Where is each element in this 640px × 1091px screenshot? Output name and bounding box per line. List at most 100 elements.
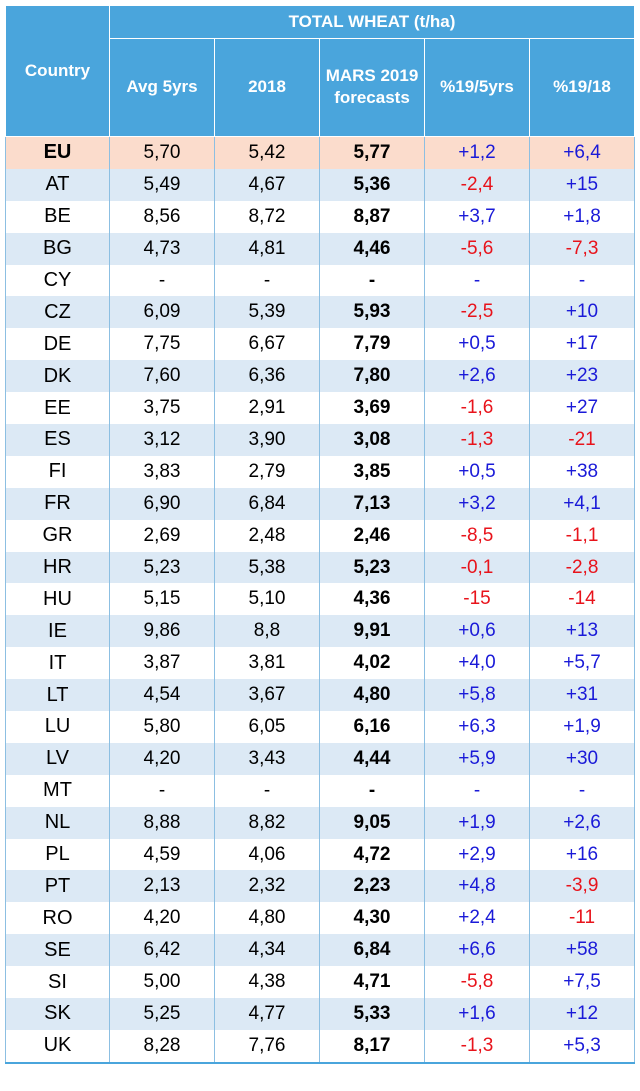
table-row: CY - - - - - [5,264,636,297]
country-cell: SE [5,934,110,967]
pct-vs-5yrs-cell: -5,8 [424,966,530,999]
table-row: SI 5,00 4,38 4,71 -5,8 +7,5 [5,966,636,999]
avg5yrs-cell: 8,28 [109,1029,215,1064]
y2018-cell: 6,36 [214,360,320,393]
pct-vs-2018-cell: +15 [528,168,636,201]
country-cell: GR [5,519,110,552]
table-row: RO 4,20 4,80 4,30 +2,4 -11 [5,902,636,935]
mars2019-cell: 4,30 [319,902,425,935]
mars2019-cell: 4,80 [319,679,425,712]
table-row: GR 2,69 2,48 2,46 -8,5 -1,1 [5,519,636,552]
avg5yrs-cell: 4,59 [109,838,215,871]
pct-vs-5yrs-cell: +2,4 [424,902,530,935]
pct-vs-2018-cell: +23 [528,360,636,393]
pct-vs-2018-cell: -3,9 [528,870,636,903]
avg5yrs-cell: 9,86 [109,615,215,648]
pct-vs-2018-cell: +27 [528,392,636,425]
table-row: ES 3,12 3,90 3,08 -1,3 -21 [5,424,636,456]
pct-vs-2018-cell: +6,4 [528,136,636,169]
avg5yrs-cell: 6,90 [109,487,215,520]
mars2019-cell: 5,33 [319,998,425,1030]
pct-vs-2018-cell: +38 [528,455,636,488]
country-cell: UK [5,1029,110,1064]
table-row: IE 9,86 8,8 9,91 +0,6 +13 [5,615,636,648]
mars2019-cell: 3,08 [319,424,425,456]
country-cell: CY [5,264,110,297]
country-cell: PL [5,838,110,871]
table-row: LT 4,54 3,67 4,80 +5,8 +31 [5,679,636,712]
mars2019-cell: 4,71 [319,966,425,999]
mars2019-cell: 7,13 [319,487,425,520]
table-row: MT - - - - - [5,774,636,807]
country-cell: CZ [5,296,110,329]
pct-vs-5yrs-cell: -1,6 [424,392,530,425]
avg5yrs-cell: 4,20 [109,902,215,935]
avg5yrs-cell: 5,15 [109,583,215,616]
y2018-cell: 8,82 [214,806,320,839]
wheat-yield-table: Country TOTAL WHEAT (t/ha) Avg 5yrs 2018… [5,5,636,1064]
col-header-avg5yrs: Avg 5yrs [109,37,215,138]
pct-vs-5yrs-cell: +0,5 [424,328,530,361]
y2018-cell: 3,43 [214,742,320,775]
pct-vs-2018-cell: -1,1 [528,519,636,552]
pct-vs-2018-cell: -21 [528,424,636,456]
pct-vs-5yrs-cell: -0,1 [424,551,530,584]
pct-vs-2018-cell: +7,5 [528,966,636,999]
mars2019-cell: 9,05 [319,806,425,839]
pct-vs-5yrs-cell: +2,6 [424,360,530,393]
mars2019-cell: 2,23 [319,870,425,903]
pct-vs-2018-cell: +5,3 [528,1029,636,1064]
avg5yrs-cell: 4,20 [109,742,215,775]
pct-vs-5yrs-cell: +5,8 [424,679,530,712]
pct-vs-5yrs-cell: - [424,774,530,807]
avg5yrs-cell: 5,49 [109,168,215,201]
y2018-cell: 4,77 [214,998,320,1030]
mars2019-cell: 6,84 [319,934,425,967]
pct-vs-5yrs-cell: -1,3 [424,1029,530,1064]
pct-vs-2018-cell: +5,7 [528,647,636,680]
avg5yrs-cell: 2,13 [109,870,215,903]
country-cell: DK [5,360,110,393]
table-row: BG 4,73 4,81 4,46 -5,6 -7,3 [5,232,636,265]
pct-vs-5yrs-cell: +1,9 [424,806,530,839]
country-cell: ES [5,424,110,456]
country-cell: EU [5,136,110,169]
pct-vs-5yrs-cell: - [424,264,530,297]
country-cell: IE [5,615,110,648]
country-cell: LT [5,679,110,712]
pct-vs-5yrs-cell: +0,6 [424,615,530,648]
table-row: HR 5,23 5,38 5,23 -0,1 -2,8 [5,551,636,584]
y2018-cell: 2,91 [214,392,320,425]
country-cell: EE [5,392,110,425]
mars2019-cell: 8,17 [319,1029,425,1064]
pct-vs-5yrs-cell: +6,6 [424,934,530,967]
pct-vs-5yrs-cell: -5,6 [424,232,530,265]
wheat-yield-table-container: Country TOTAL WHEAT (t/ha) Avg 5yrs 2018… [5,5,636,1064]
avg5yrs-cell: 3,83 [109,455,215,488]
pct-vs-2018-cell: -2,8 [528,551,636,584]
table-row: IT 3,87 3,81 4,02 +4,0 +5,7 [5,647,636,680]
table-row: UK 8,28 7,76 8,17 -1,3 +5,3 [5,1029,636,1064]
y2018-cell: 3,90 [214,424,320,456]
table-row: EU 5,70 5,42 5,77 +1,2 +6,4 [5,136,636,169]
y2018-cell: 3,81 [214,647,320,680]
pct-vs-2018-cell: +58 [528,934,636,967]
table-row: SK 5,25 4,77 5,33 +1,6 +12 [5,998,636,1030]
pct-vs-2018-cell: +4,1 [528,487,636,520]
avg5yrs-cell: 5,25 [109,998,215,1030]
mars2019-cell: 4,36 [319,583,425,616]
pct-vs-2018-cell: +1,8 [528,200,636,233]
avg5yrs-cell: 6,09 [109,296,215,329]
mars2019-cell: 8,87 [319,200,425,233]
country-cell: FI [5,455,110,488]
table-title: TOTAL WHEAT (t/ha) [108,5,636,39]
y2018-cell: 4,80 [214,902,320,935]
pct-vs-2018-cell: +16 [528,838,636,871]
mars2019-cell: 7,79 [319,328,425,361]
pct-vs-2018-cell: +30 [528,742,636,775]
y2018-cell: - [214,774,320,807]
pct-vs-2018-cell: +12 [528,998,636,1030]
table-row: FI 3,83 2,79 3,85 +0,5 +38 [5,455,636,488]
y2018-cell: 7,76 [214,1029,320,1064]
y2018-cell: - [214,264,320,297]
